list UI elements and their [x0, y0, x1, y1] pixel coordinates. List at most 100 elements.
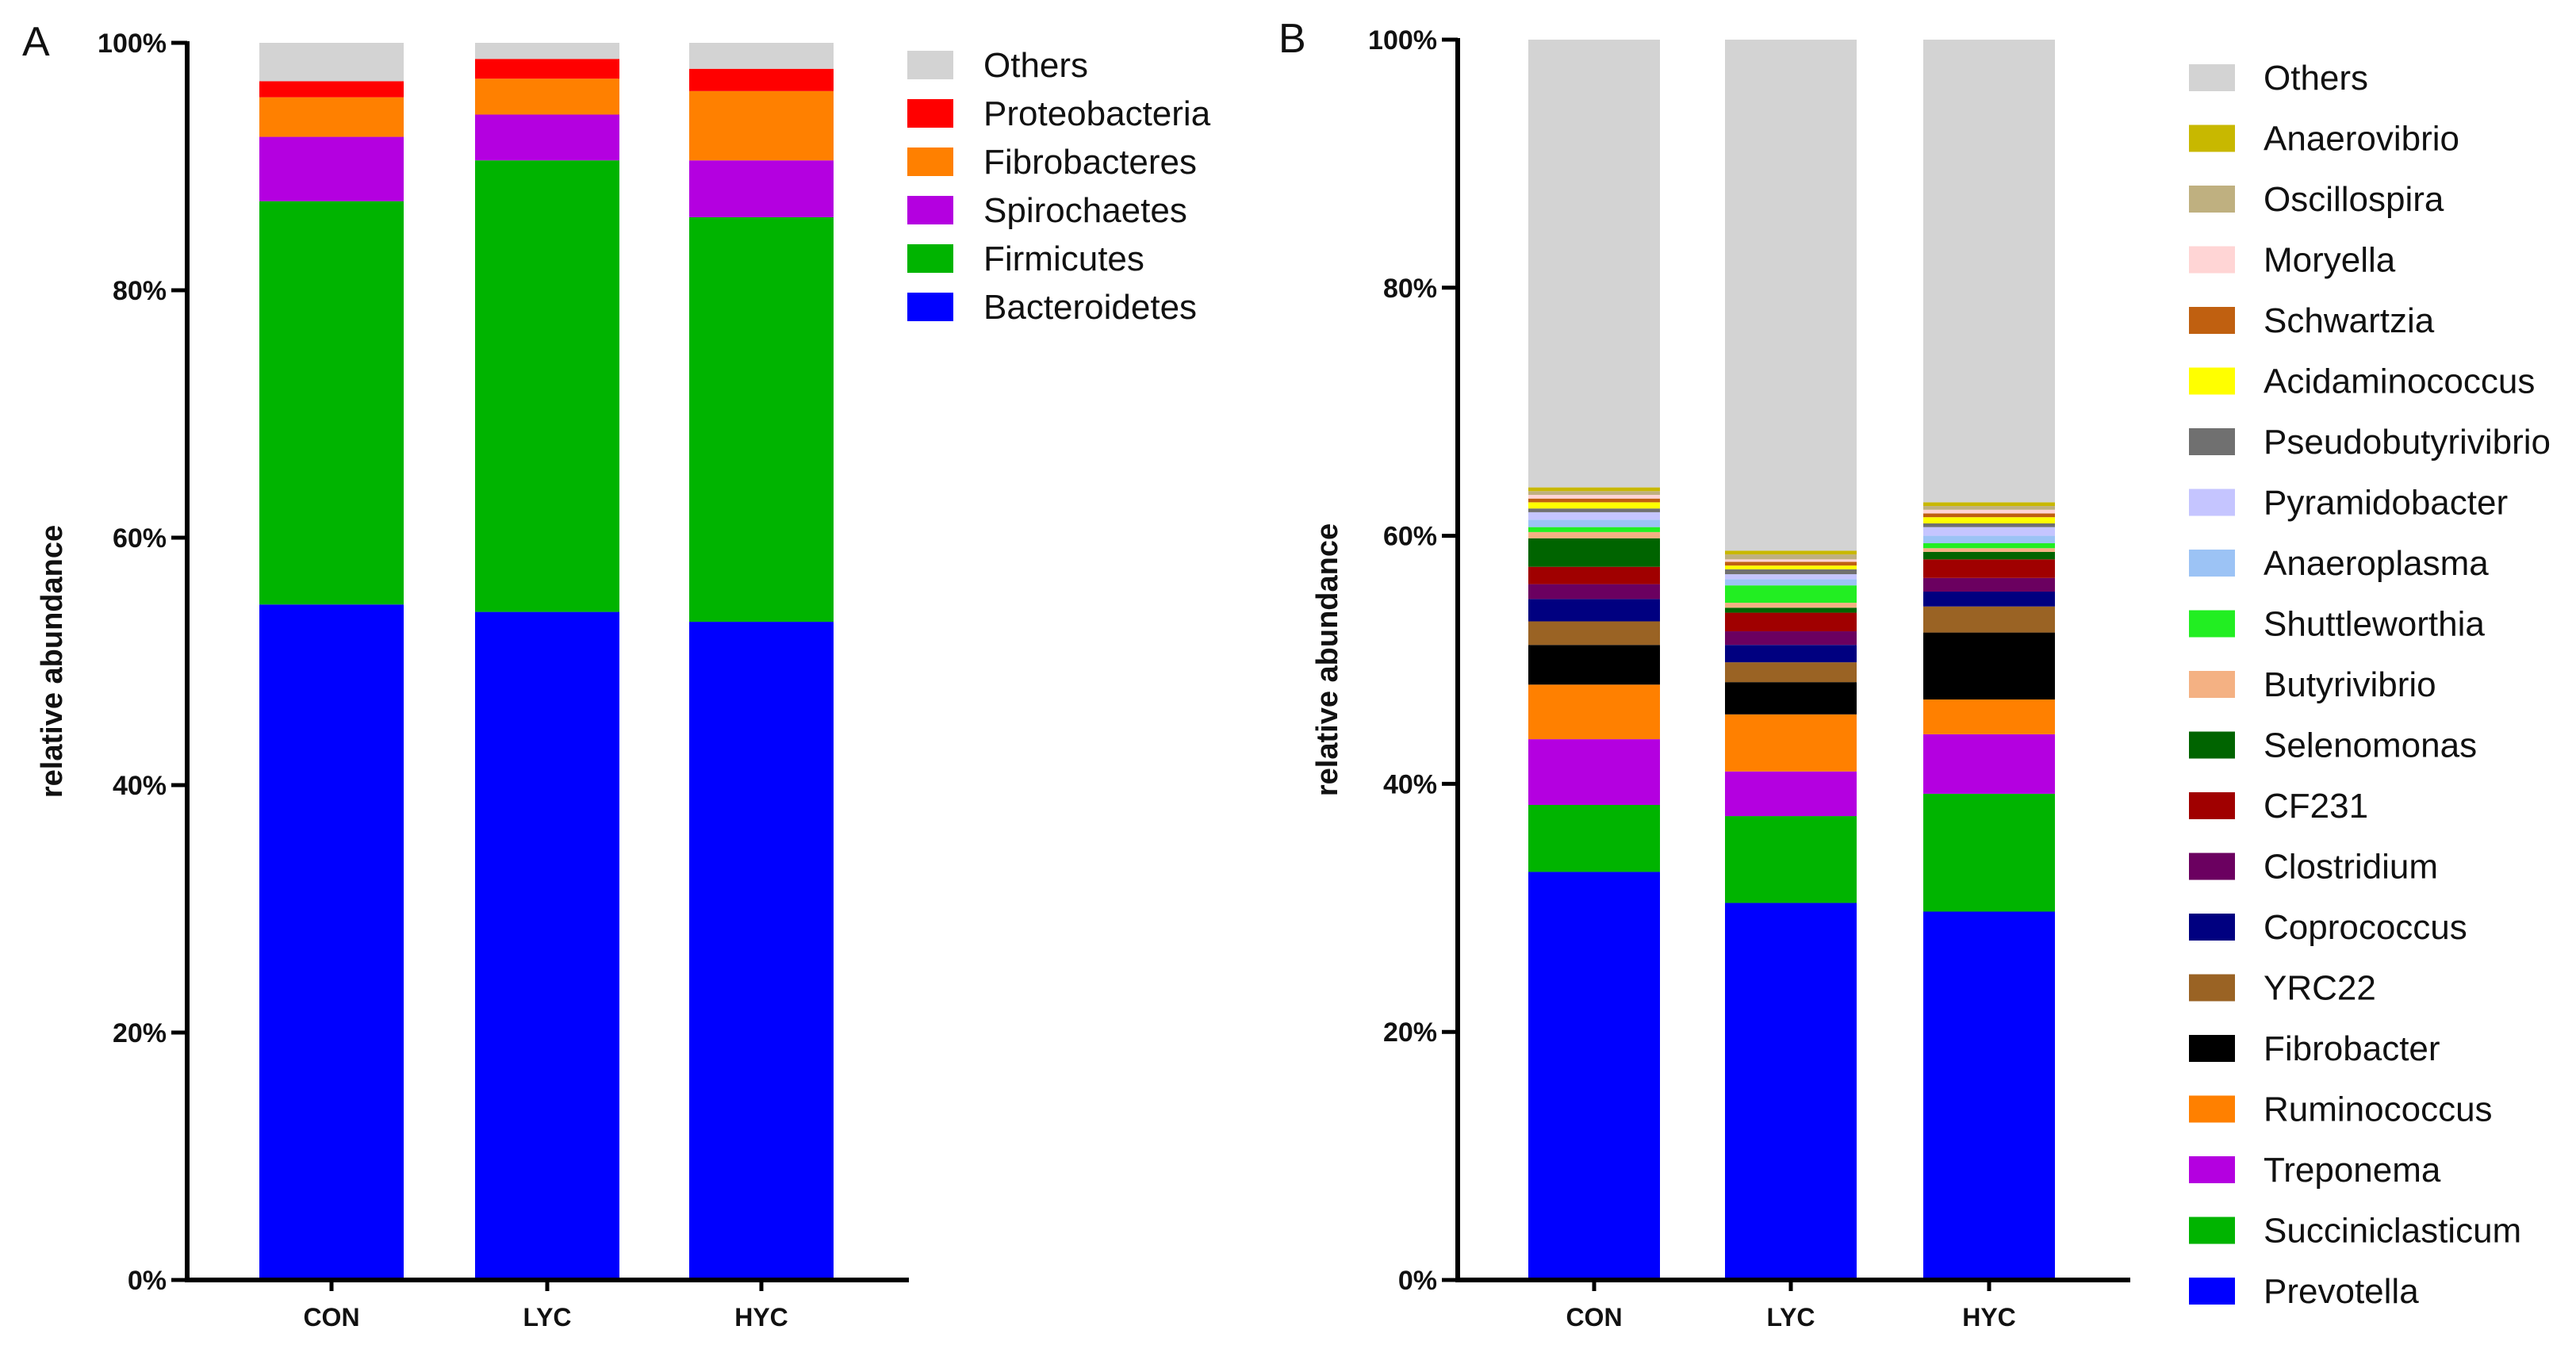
bar-segment-lyc-firmicutes [475, 160, 619, 612]
y-tick-label: 20% [1383, 1017, 1437, 1048]
legend-swatch-shuttleworthia [2189, 610, 2235, 638]
legend-swatch-others [907, 51, 953, 79]
bar-segment-lyc-bacteroidetes [475, 611, 619, 1280]
legend-swatch-cf231 [2189, 792, 2235, 819]
legend-swatch-pseudobutyrivibrio [2189, 428, 2235, 455]
bar-segment-lyc-fibrobacteres [475, 79, 619, 115]
bar-segment-con-others [259, 43, 404, 82]
legend-label-oscillospira: Oscillospira [2264, 180, 2444, 219]
bar-segment-con-proteobacteria [259, 81, 404, 98]
legend-label-butyrivibrio: Butyrivibrio [2264, 665, 2436, 704]
bar-segment-con-ruminococcus [1528, 684, 1660, 740]
legend-label-acidaminococcus: Acidaminococcus [2264, 362, 2535, 401]
bar-segment-hyc-spirochaetes [689, 160, 834, 217]
legend-swatch-fibrobacter [2189, 1035, 2235, 1062]
legend-label-moryella: Moryella [2264, 241, 2396, 280]
bar-segment-lyc-butyrivibrio [1725, 603, 1857, 608]
bar-segment-lyc-fibrobacter [1725, 682, 1857, 715]
legend-label-prevotella: Prevotella [2264, 1272, 2419, 1311]
legend-label-schwartzia: Schwartzia [2264, 301, 2435, 340]
legend-swatch-spirochaetes [907, 196, 953, 224]
bar-segment-con-fibrobacteres [259, 97, 404, 137]
legend-swatch-yrc22 [2189, 974, 2235, 1002]
bar-segment-con-clostridium [1528, 584, 1660, 600]
x-tick-label: CON [1566, 1303, 1622, 1332]
panel-label: B [1278, 16, 1306, 62]
bar-segment-hyc-moryella [1923, 509, 2055, 514]
bar-segment-lyc-proteobacteria [475, 59, 619, 79]
bar-segment-con-coprococcus [1528, 599, 1660, 622]
bar-segment-hyc-yrc22 [1923, 606, 2055, 633]
x-tick-label: LYC [523, 1303, 571, 1332]
bar-segment-hyc-firmicutes [689, 217, 834, 623]
bar-segment-lyc-yrc22 [1725, 662, 1857, 683]
legend-swatch-selenomonas [2189, 731, 2235, 759]
y-tick-label: 40% [113, 771, 167, 801]
bar-segment-lyc-cf231 [1725, 612, 1857, 632]
bar-segment-lyc-shuttleworthia [1725, 585, 1857, 604]
bar-segment-lyc-ruminococcus [1725, 714, 1857, 772]
bar-segment-con-spirochaetes [259, 136, 404, 201]
bar-segment-lyc-spirochaetes [475, 114, 619, 161]
legend-swatch-succiniclasticum [2189, 1217, 2235, 1244]
legend-label-bacteroidetes: Bacteroidetes [983, 288, 1197, 327]
y-axis-label: relative abundance [1311, 523, 1344, 796]
bar-segment-hyc-butyrivibrio [1923, 548, 2055, 552]
panel-label: A [22, 19, 50, 65]
bar-segment-con-selenomonas [1528, 538, 1660, 567]
bar-segment-con-fibrobacter [1528, 645, 1660, 685]
legend-label-anaeroplasma: Anaeroplasma [2264, 544, 2489, 583]
y-tick-label: 60% [1383, 522, 1437, 552]
bar-segment-con-others [1528, 40, 1660, 488]
y-tick-label: 100% [98, 29, 167, 59]
bar-segment-lyc-pseudobutyrivibrio [1725, 569, 1857, 575]
legend-swatch-anaeroplasma [2189, 550, 2235, 577]
legend-label-firmicutes: Firmicutes [983, 239, 1144, 278]
legend-swatch-pyramidobacter [2189, 489, 2235, 516]
bar-segment-lyc-selenomonas [1725, 607, 1857, 613]
bar-segment-lyc-others [1725, 40, 1857, 551]
bar-segment-con-anaeroplasma [1528, 519, 1660, 527]
legend-label-treponema: Treponema [2264, 1151, 2441, 1190]
legend-label-others: Others [2264, 59, 2368, 98]
legend-label-anaerovibrio: Anaerovibrio [2264, 120, 2459, 159]
bar-segment-lyc-schwartzia [1725, 561, 1857, 566]
bar-segment-con-firmicutes [259, 201, 404, 605]
bar-segment-hyc-schwartzia [1923, 513, 2055, 518]
bar-segment-lyc-oscillospira [1725, 554, 1857, 560]
bar-segment-hyc-oscillospira [1923, 506, 2055, 510]
bar-segment-con-pseudobutyrivibrio [1528, 508, 1660, 512]
bar-segment-hyc-fibrobacter [1923, 632, 2055, 700]
y-axis-label: relative abundance [36, 525, 69, 798]
bar-segment-hyc-shuttleworthia [1923, 542, 2055, 549]
y-tick-label: 0% [128, 1266, 167, 1296]
bar-segment-hyc-proteobacteria [689, 68, 834, 91]
legend-swatch-treponema [2189, 1156, 2235, 1183]
bar-segment-lyc-anaerovibrio [1725, 550, 1857, 555]
legend-label-proteobacteria: Proteobacteria [983, 94, 1211, 133]
x-tick-label: HYC [734, 1303, 788, 1332]
legend-label-ruminococcus: Ruminococcus [2264, 1090, 2493, 1129]
bar-segment-hyc-others [689, 43, 834, 69]
bar-segment-hyc-acidaminococcus [1923, 517, 2055, 523]
bar-segment-con-succiniclasticum [1528, 804, 1660, 872]
bar-segment-hyc-succiniclasticum [1923, 793, 2055, 912]
legend-swatch-moryella [2189, 246, 2235, 274]
bar-segment-hyc-fibrobacteres [689, 90, 834, 161]
legend-swatch-ruminococcus [2189, 1095, 2235, 1123]
legend-swatch-oscillospira [2189, 186, 2235, 213]
bar-segment-hyc-bacteroidetes [689, 622, 834, 1280]
legend-swatch-acidaminococcus [2189, 367, 2235, 395]
legend-label-yrc22: YRC22 [2264, 969, 2376, 1008]
legend-swatch-fibrobacteres [907, 148, 953, 176]
bar-segment-con-pyramidobacter [1528, 512, 1660, 520]
bar-segment-hyc-prevotella [1923, 911, 2055, 1280]
legend-label-succiniclasticum: Succiniclasticum [2264, 1212, 2521, 1251]
legend-label-selenomonas: Selenomonas [2264, 726, 2477, 765]
bar-segment-lyc-clostridium [1725, 631, 1857, 646]
bar-segment-con-schwartzia [1528, 498, 1660, 503]
legend: Others Proteobacteria Fibrobacteres Spiroch… [907, 46, 1211, 327]
legend-label-shuttleworthia: Shuttleworthia [2264, 605, 2485, 644]
